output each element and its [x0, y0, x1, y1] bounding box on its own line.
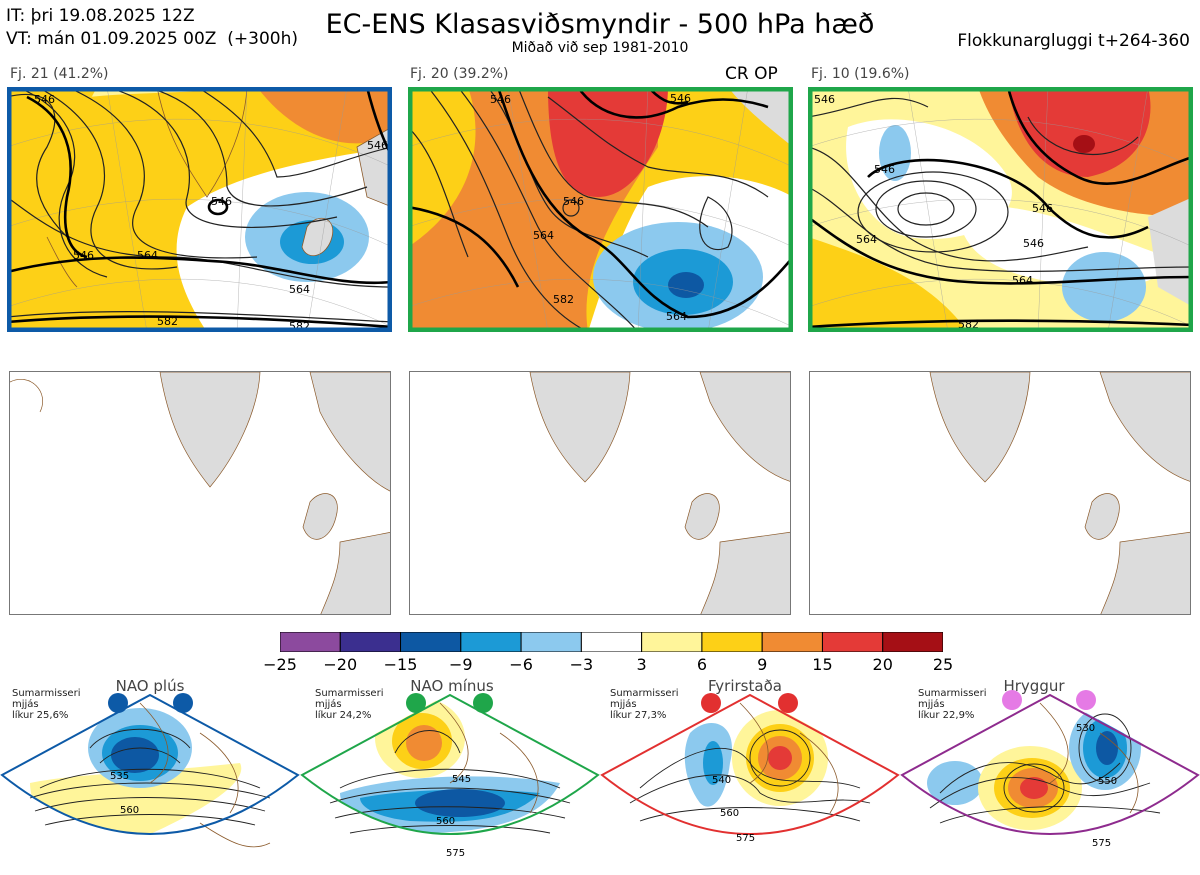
regime-title-nao-plus: NAO plús — [115, 677, 185, 695]
colorbar-tick-label: −25 — [263, 655, 297, 674]
regime-contour-label: 575 — [1092, 838, 1111, 849]
contour-label: 564 — [856, 233, 877, 246]
page-subtitle: Miðað við sep 1981-2010 — [511, 40, 689, 56]
colorbar-segment — [821, 631, 884, 653]
regime-note-nao-minus: Sumarmisseri mjjás líkur 24,2% — [315, 688, 384, 721]
colorbar-tick-label: 15 — [812, 655, 833, 674]
page-title: EC-ENS Klasasviðsmyndir - 500 hPa hæð — [325, 9, 875, 40]
regime-dot — [701, 693, 721, 713]
regime-title-ridge: Hryggur — [1003, 677, 1065, 695]
contour-label: 546 — [73, 249, 94, 262]
contour-label: 546 — [563, 195, 584, 208]
regime-dot — [108, 693, 128, 713]
regime-title-blocking: Fyrirstaða — [708, 677, 782, 695]
contour-label: 564 — [666, 310, 687, 323]
regime-fan-outline — [600, 693, 900, 835]
regime-contour-label: 550 — [1098, 776, 1117, 787]
colorbar-segment — [520, 631, 582, 653]
colorbar-tick-label: 6 — [696, 655, 707, 674]
colorbar — [279, 631, 944, 653]
contour-label: 546 — [1032, 202, 1053, 215]
regime-fan-outline — [900, 693, 1200, 835]
contour-label: 564 — [533, 229, 554, 242]
regime-contour-label: 560 — [120, 805, 139, 816]
cluster-3-map: 546 546 564 546 582 546 564 — [808, 87, 1193, 332]
regime-fan-nao-minus: 545 560 575 — [300, 693, 600, 871]
cluster-3-frame — [808, 87, 1193, 332]
colorbar-segment — [641, 631, 703, 653]
regime-contour-label: 540 — [712, 775, 731, 786]
colorbar-tick-label: −3 — [569, 655, 594, 674]
contour-label: 546 — [367, 139, 388, 152]
cluster-2-label: Fj. 20 (39.2%) — [410, 66, 509, 82]
contour-label: 546 — [1023, 237, 1044, 250]
contour-label: 582 — [553, 293, 574, 306]
regime-dot — [473, 693, 493, 713]
regime-fan-blocking: 540 560 575 — [600, 693, 900, 871]
cluster-1-map: 546 564 564 582 546 582 546 546 — [7, 87, 392, 332]
regime-fan-ridge: 530 550 575 — [900, 693, 1200, 871]
empty-map-3 — [809, 371, 1191, 615]
contour-label: 546 — [874, 163, 895, 176]
regime-contour-label: 575 — [736, 833, 755, 844]
colorbar-segment — [701, 631, 763, 653]
regime-contour-label: 535 — [110, 771, 129, 782]
colorbar-tick-label: 3 — [636, 655, 647, 674]
regime-fan-outline — [0, 693, 300, 835]
colorbar-tick-label: −20 — [323, 655, 358, 674]
contour-label: 564 — [1012, 274, 1033, 287]
regime-note-blocking: Sumarmisseri mjjás líkur 27,3% — [610, 688, 679, 721]
regime-contour-label: 545 — [452, 774, 471, 785]
regime-dot — [778, 693, 798, 713]
cluster-1-frame — [7, 87, 392, 332]
colorbar-segment — [339, 631, 402, 653]
regime-dot — [406, 693, 426, 713]
cluster-2-frame — [408, 87, 793, 332]
colorbar-segment — [882, 631, 944, 653]
colorbar-tick-label: 9 — [757, 655, 768, 674]
header-times: IT: þri 19.08.2025 12Z VT: mán 01.09.202… — [6, 5, 298, 51]
regime-note-nao-plus: Sumarmisseri mjjás líkur 25,6% — [12, 688, 81, 721]
empty-map-1 — [9, 371, 391, 615]
regime-fan-outline — [300, 693, 600, 835]
regime-fan-nao-plus: 535 560 — [0, 693, 300, 871]
regime-dot — [1076, 690, 1096, 710]
contour-label: 546 — [211, 195, 232, 208]
cluster-3-label: Fj. 10 (19.6%) — [811, 66, 910, 82]
regime-contour-label: 560 — [436, 816, 455, 827]
contour-label: 564 — [137, 249, 158, 262]
empty-map-2 — [409, 371, 791, 615]
colorbar-tick-label: 20 — [872, 655, 893, 674]
contour-label: 546 — [34, 93, 55, 106]
init-time: IT: þri 19.08.2025 12Z — [6, 6, 195, 26]
colorbar-tick-label: −9 — [449, 655, 473, 674]
regime-contour-label: 575 — [446, 848, 465, 859]
contour-label: 582 — [157, 315, 178, 328]
cluster-2-map: 546 564 582 564 546 546 — [408, 87, 793, 332]
contour-label: 564 — [289, 283, 310, 296]
colorbar-segment — [279, 631, 341, 653]
colorbar-tick-label: −6 — [509, 655, 533, 674]
regime-note-ridge: Sumarmisseri mjjás líkur 22,9% — [918, 688, 987, 721]
colorbar-segment — [400, 631, 462, 653]
regime-dot — [1002, 690, 1022, 710]
colorbar-segment — [761, 631, 823, 653]
colorbar-segment — [580, 631, 643, 653]
regime-contour-label: 530 — [1076, 723, 1095, 734]
regime-dot — [173, 693, 193, 713]
colorbar-tick-label: 25 — [932, 655, 954, 674]
colorbar-segment — [460, 631, 522, 653]
valid-time: VT: mán 01.09.2025 00Z (+300h) — [6, 29, 298, 49]
colorbar-tick-label: −15 — [383, 655, 418, 674]
cluster-1-label: Fj. 21 (41.2%) — [10, 66, 109, 82]
contour-label: 546 — [670, 92, 691, 105]
cluster-2-tag: CR OP — [725, 64, 778, 84]
contour-label: 546 — [814, 93, 835, 106]
contour-label: 546 — [490, 93, 511, 106]
cluster-window: Flokkunargluggi t+264-360 — [957, 31, 1190, 51]
regime-contour-label: 560 — [720, 808, 739, 819]
regime-title-nao-minus: NAO mínus — [410, 677, 494, 695]
